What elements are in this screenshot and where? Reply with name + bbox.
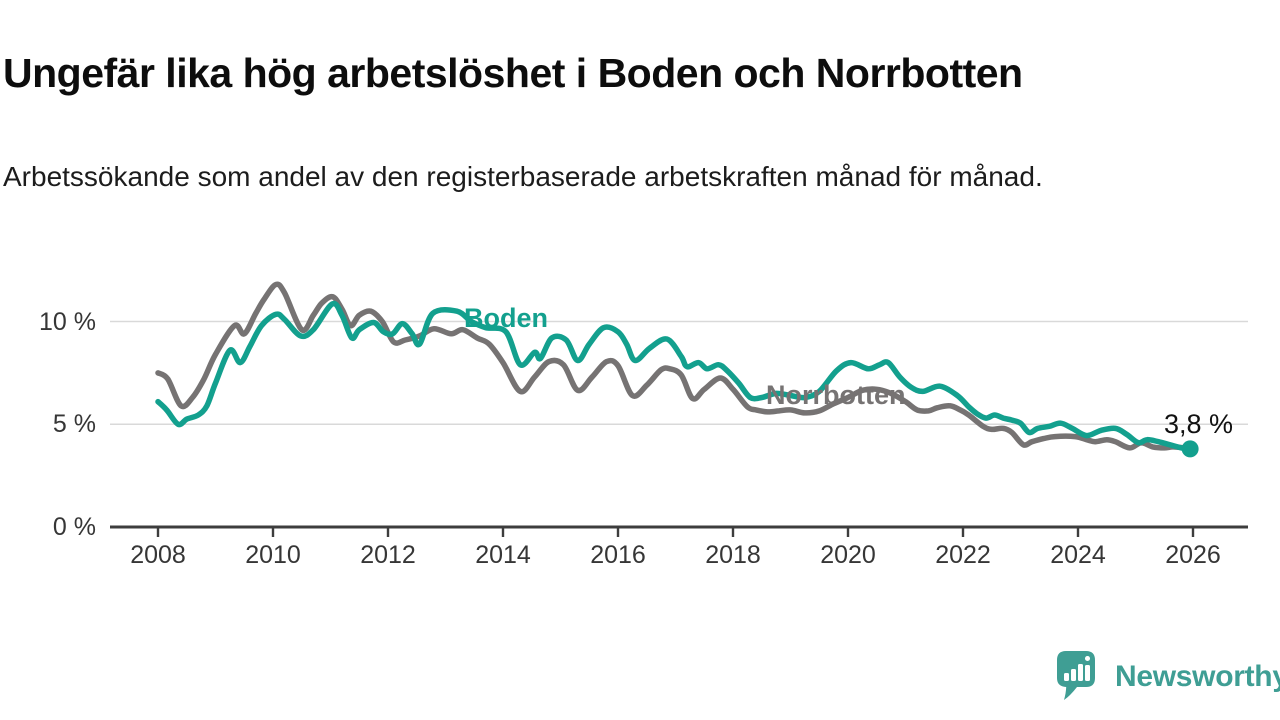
y-tick-label: 10 %: [39, 307, 96, 336]
x-tick-label: 2008: [130, 541, 186, 569]
x-tick-label: 2016: [590, 541, 646, 569]
chart-subtitle: Arbetssökande som andel av den registerb…: [3, 161, 1043, 192]
page-title: Ungefär lika hög arbetslöshet i Boden oc…: [3, 50, 1023, 97]
latest-value-label: 3,8 %: [1164, 409, 1234, 439]
brand-footer: Newsworthy: [1056, 650, 1280, 704]
x-tick-label: 2026: [1165, 541, 1221, 569]
x-tick-label: 2018: [705, 541, 761, 569]
y-tick-label: 0 %: [52, 513, 96, 541]
x-tick-label: 2020: [820, 541, 876, 569]
x-tick-label: 2024: [1050, 541, 1106, 569]
brand-name: Newsworthy: [1115, 660, 1280, 693]
x-tick-label: 2010: [245, 541, 301, 569]
y-tick-label: 5 %: [52, 410, 96, 439]
x-tick-label: 2014: [475, 541, 531, 569]
series-label-boden: Boden: [464, 303, 548, 333]
series-label-norrbotten: Norrbotten: [766, 380, 906, 410]
x-tick-label: 2012: [360, 541, 416, 569]
newsworthy-logo-icon: [1057, 651, 1095, 700]
x-tick-label: 2022: [935, 541, 991, 569]
